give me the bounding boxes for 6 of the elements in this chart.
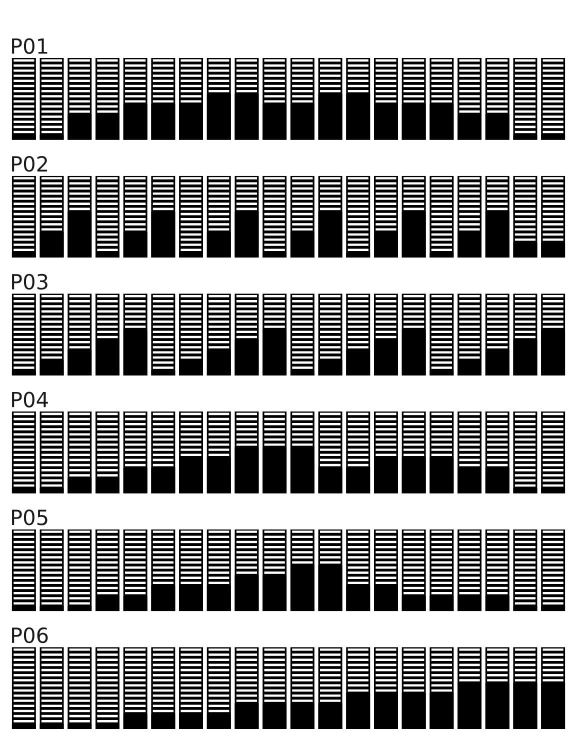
chart-title: P02	[12, 156, 47, 172]
chart-title: P04	[12, 392, 48, 408]
chart-title: P06	[12, 627, 48, 644]
chart-title: P03	[12, 274, 48, 290]
chart-title: P05	[12, 510, 48, 526]
chart-title: P01	[12, 38, 48, 54]
